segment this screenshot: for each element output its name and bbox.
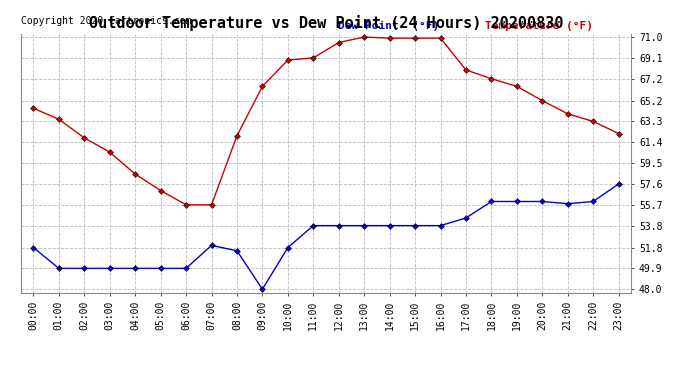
Text: Copyright 2020 Cartronics.com: Copyright 2020 Cartronics.com <box>21 16 191 26</box>
Text: Dew Point  (°F): Dew Point (°F) <box>338 21 440 31</box>
Title: Outdoor Temperature vs Dew Point (24 Hours) 20200830: Outdoor Temperature vs Dew Point (24 Hou… <box>89 15 563 31</box>
Text: Temperature (°F): Temperature (°F) <box>485 21 593 31</box>
